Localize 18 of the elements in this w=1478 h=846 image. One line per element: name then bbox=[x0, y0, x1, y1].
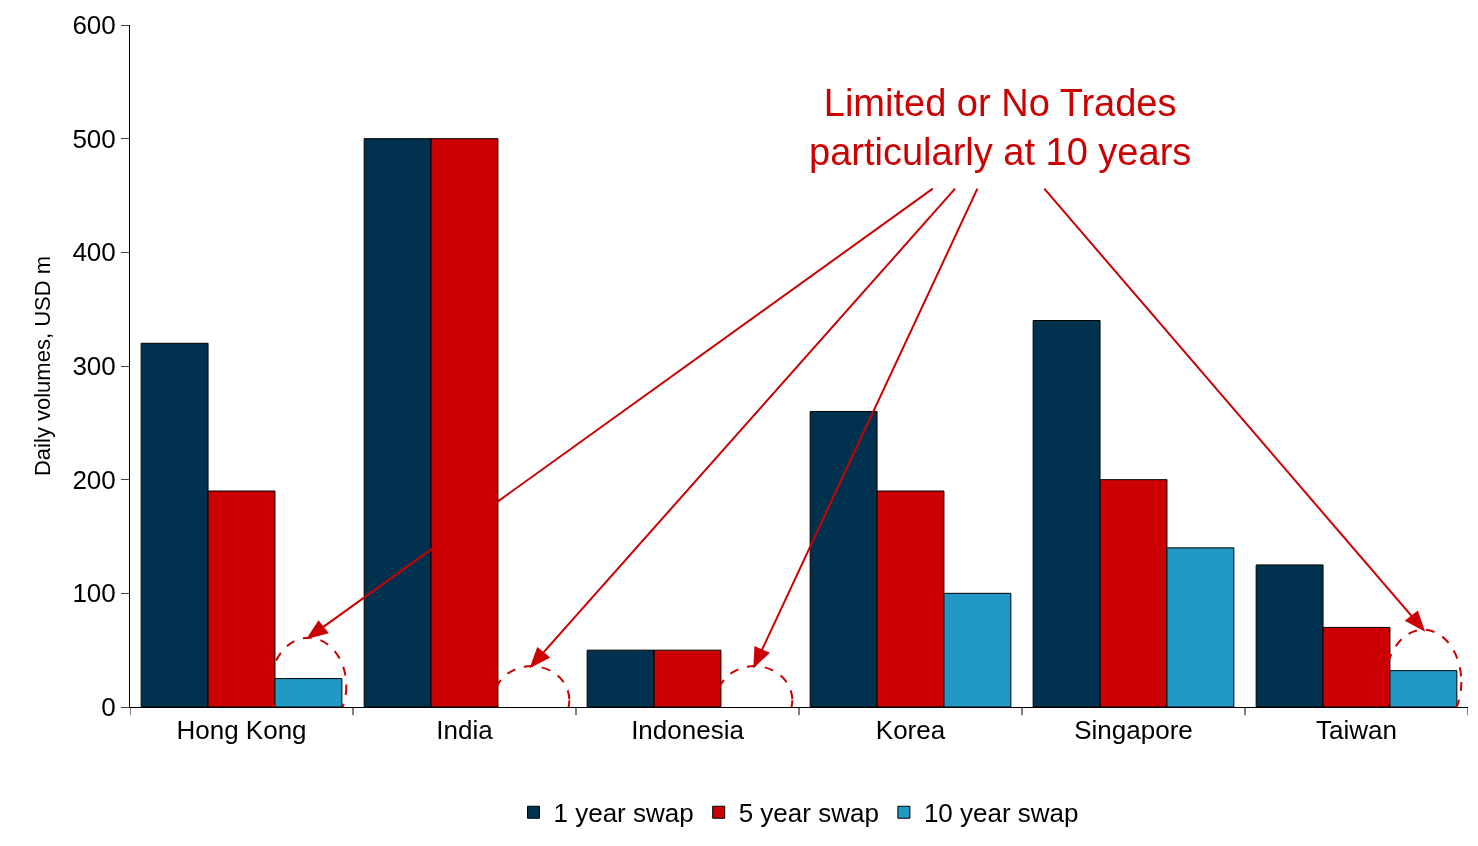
y-tick-label: 600 bbox=[72, 10, 116, 41]
y-axis-title: Daily volumes, USD m bbox=[30, 255, 56, 477]
x-tick-label: Singapore bbox=[1074, 715, 1193, 746]
legend-label: 10 year swap bbox=[923, 798, 1079, 829]
x-tick-label: India bbox=[436, 715, 494, 746]
annotation: Limited or No Trades particularly at 10 years bbox=[809, 82, 1192, 174]
y-tick-label: 0 bbox=[101, 692, 116, 723]
legend-label: 5 year swap bbox=[738, 798, 879, 829]
y-tick-label: 500 bbox=[72, 123, 116, 154]
x-tick-label: Hong Kong bbox=[176, 715, 307, 746]
legend-label: 1 year swap bbox=[553, 798, 694, 829]
y-tick-label: 200 bbox=[72, 464, 116, 495]
x-tick-label: Indonesia bbox=[631, 715, 745, 746]
y-tick-label: 300 bbox=[72, 351, 116, 382]
y-tick-label: 400 bbox=[72, 237, 116, 268]
x-tick-label: Taiwan bbox=[1316, 715, 1397, 746]
y-tick-label: 100 bbox=[72, 578, 116, 609]
x-tick-label: Korea bbox=[875, 715, 946, 746]
